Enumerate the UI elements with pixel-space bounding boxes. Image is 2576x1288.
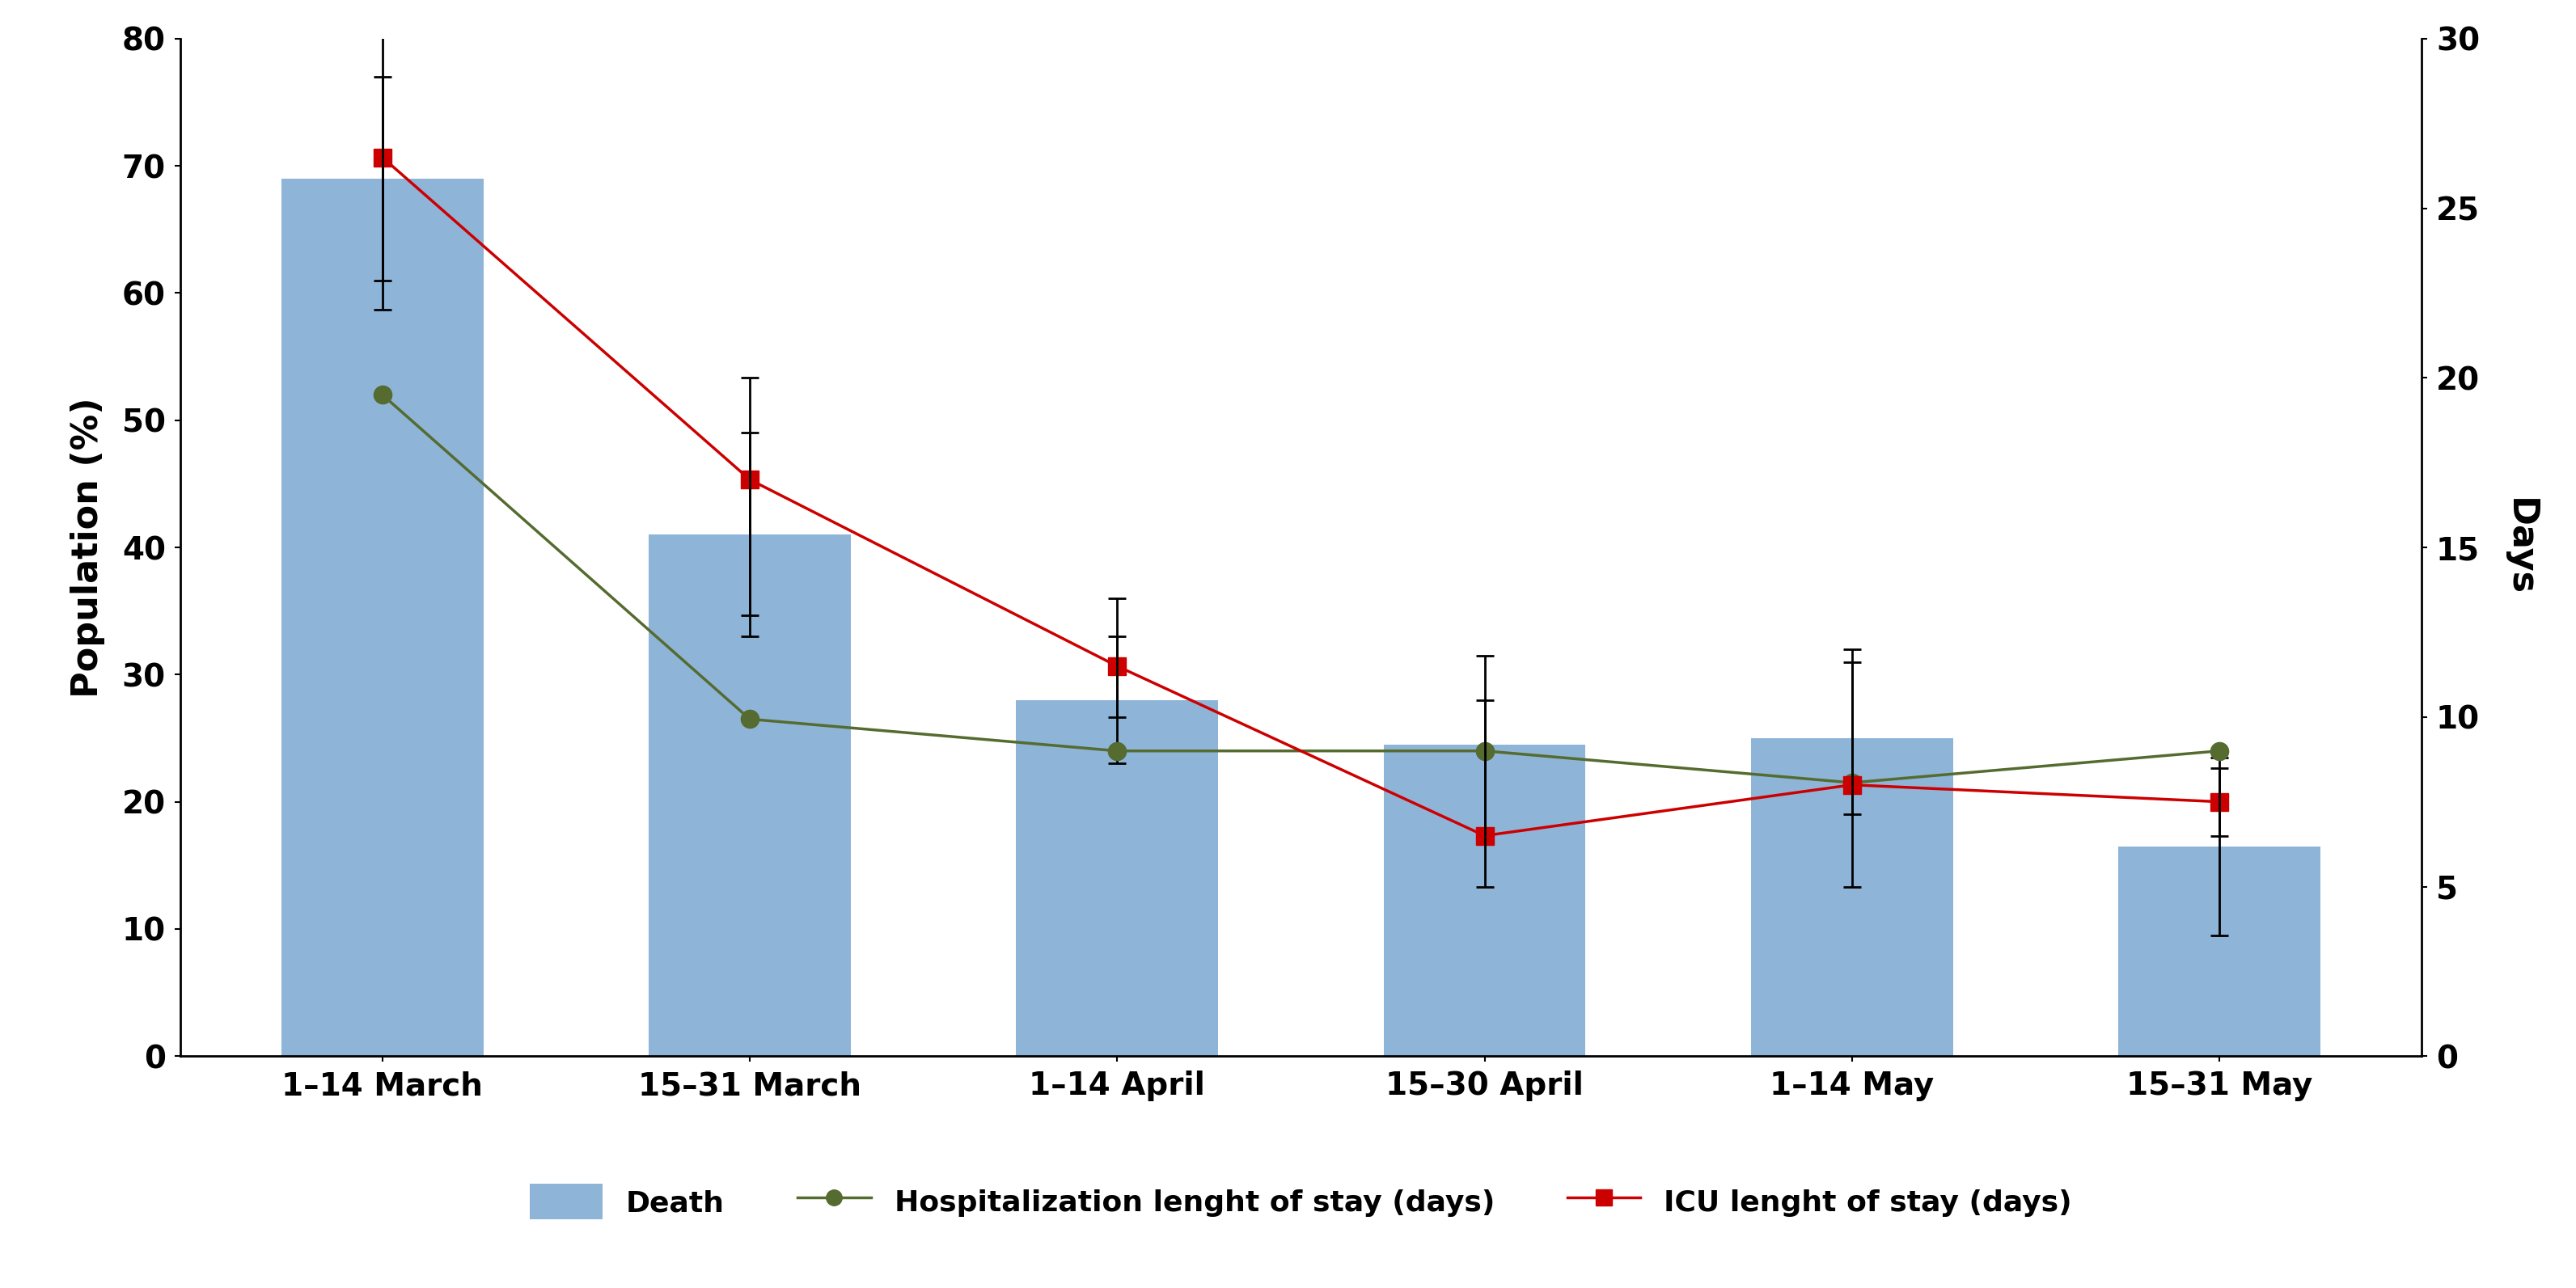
Bar: [1015, 699, 1218, 1056]
Legend: Death, Hospitalization lenght of stay (days), ICU lenght of stay (days): Death, Hospitalization lenght of stay (d…: [531, 1184, 2071, 1220]
Y-axis label: Population (%): Population (%): [70, 397, 106, 698]
Bar: [649, 535, 850, 1056]
Bar: [1383, 744, 1587, 1056]
Y-axis label: Days: Days: [2501, 498, 2537, 596]
Bar: [281, 179, 484, 1056]
Bar: [1752, 738, 1953, 1056]
Bar: [2117, 846, 2321, 1056]
